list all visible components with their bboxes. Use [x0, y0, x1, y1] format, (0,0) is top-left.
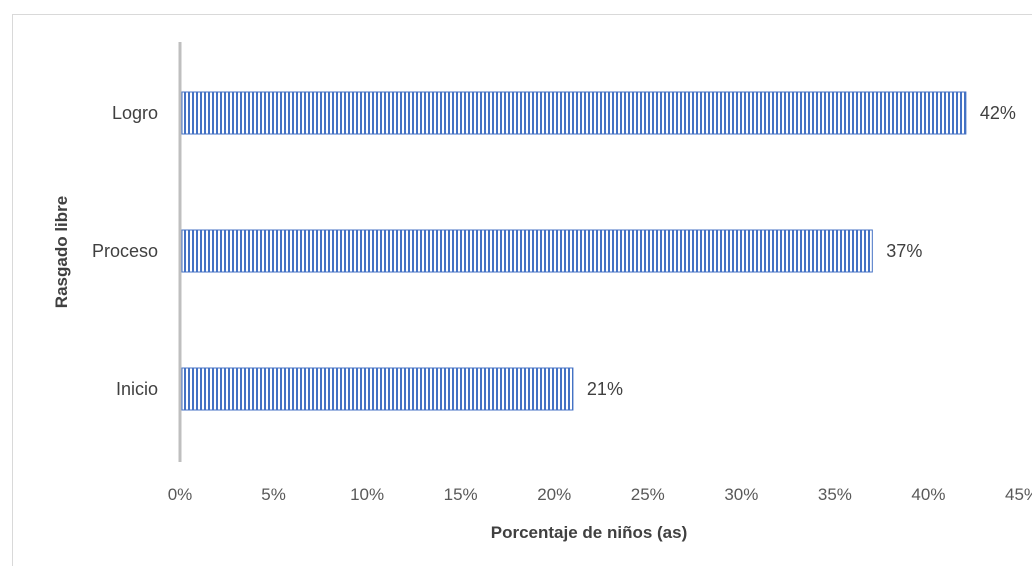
label-layer: Logro 42% Proceso 37% Inicio 21% — [92, 103, 1016, 399]
y-axis-title: Rasgado libre — [52, 196, 71, 308]
x-tick-label: 20% — [537, 485, 571, 504]
data-label-proceso: 37% — [886, 241, 922, 261]
category-label-logro: Logro — [112, 103, 158, 123]
category-label-inicio: Inicio — [116, 379, 158, 399]
bar-inicio — [181, 367, 574, 411]
x-tick-label: 30% — [724, 485, 758, 504]
x-tick-label: 45% — [1005, 485, 1032, 504]
bar-proceso — [181, 229, 873, 273]
data-label-logro: 42% — [980, 103, 1016, 123]
x-tick-label: 5% — [261, 485, 286, 504]
x-tick-label: 25% — [631, 485, 665, 504]
bar-logro — [181, 91, 967, 135]
axis-layer: 0% 5% 10% 15% 20% 25% 30% 35% 40% 45% — [168, 42, 1032, 504]
category-label-proceso: Proceso — [92, 241, 158, 261]
x-tick-label: 0% — [168, 485, 193, 504]
x-tick-label: 40% — [911, 485, 945, 504]
x-tick-label: 15% — [444, 485, 478, 504]
x-axis-title: Porcentaje de niños (as) — [491, 523, 688, 542]
x-tick-label: 35% — [818, 485, 852, 504]
x-tick-label: 10% — [350, 485, 384, 504]
data-label-inicio: 21% — [587, 379, 623, 399]
bar-layer — [181, 91, 967, 411]
